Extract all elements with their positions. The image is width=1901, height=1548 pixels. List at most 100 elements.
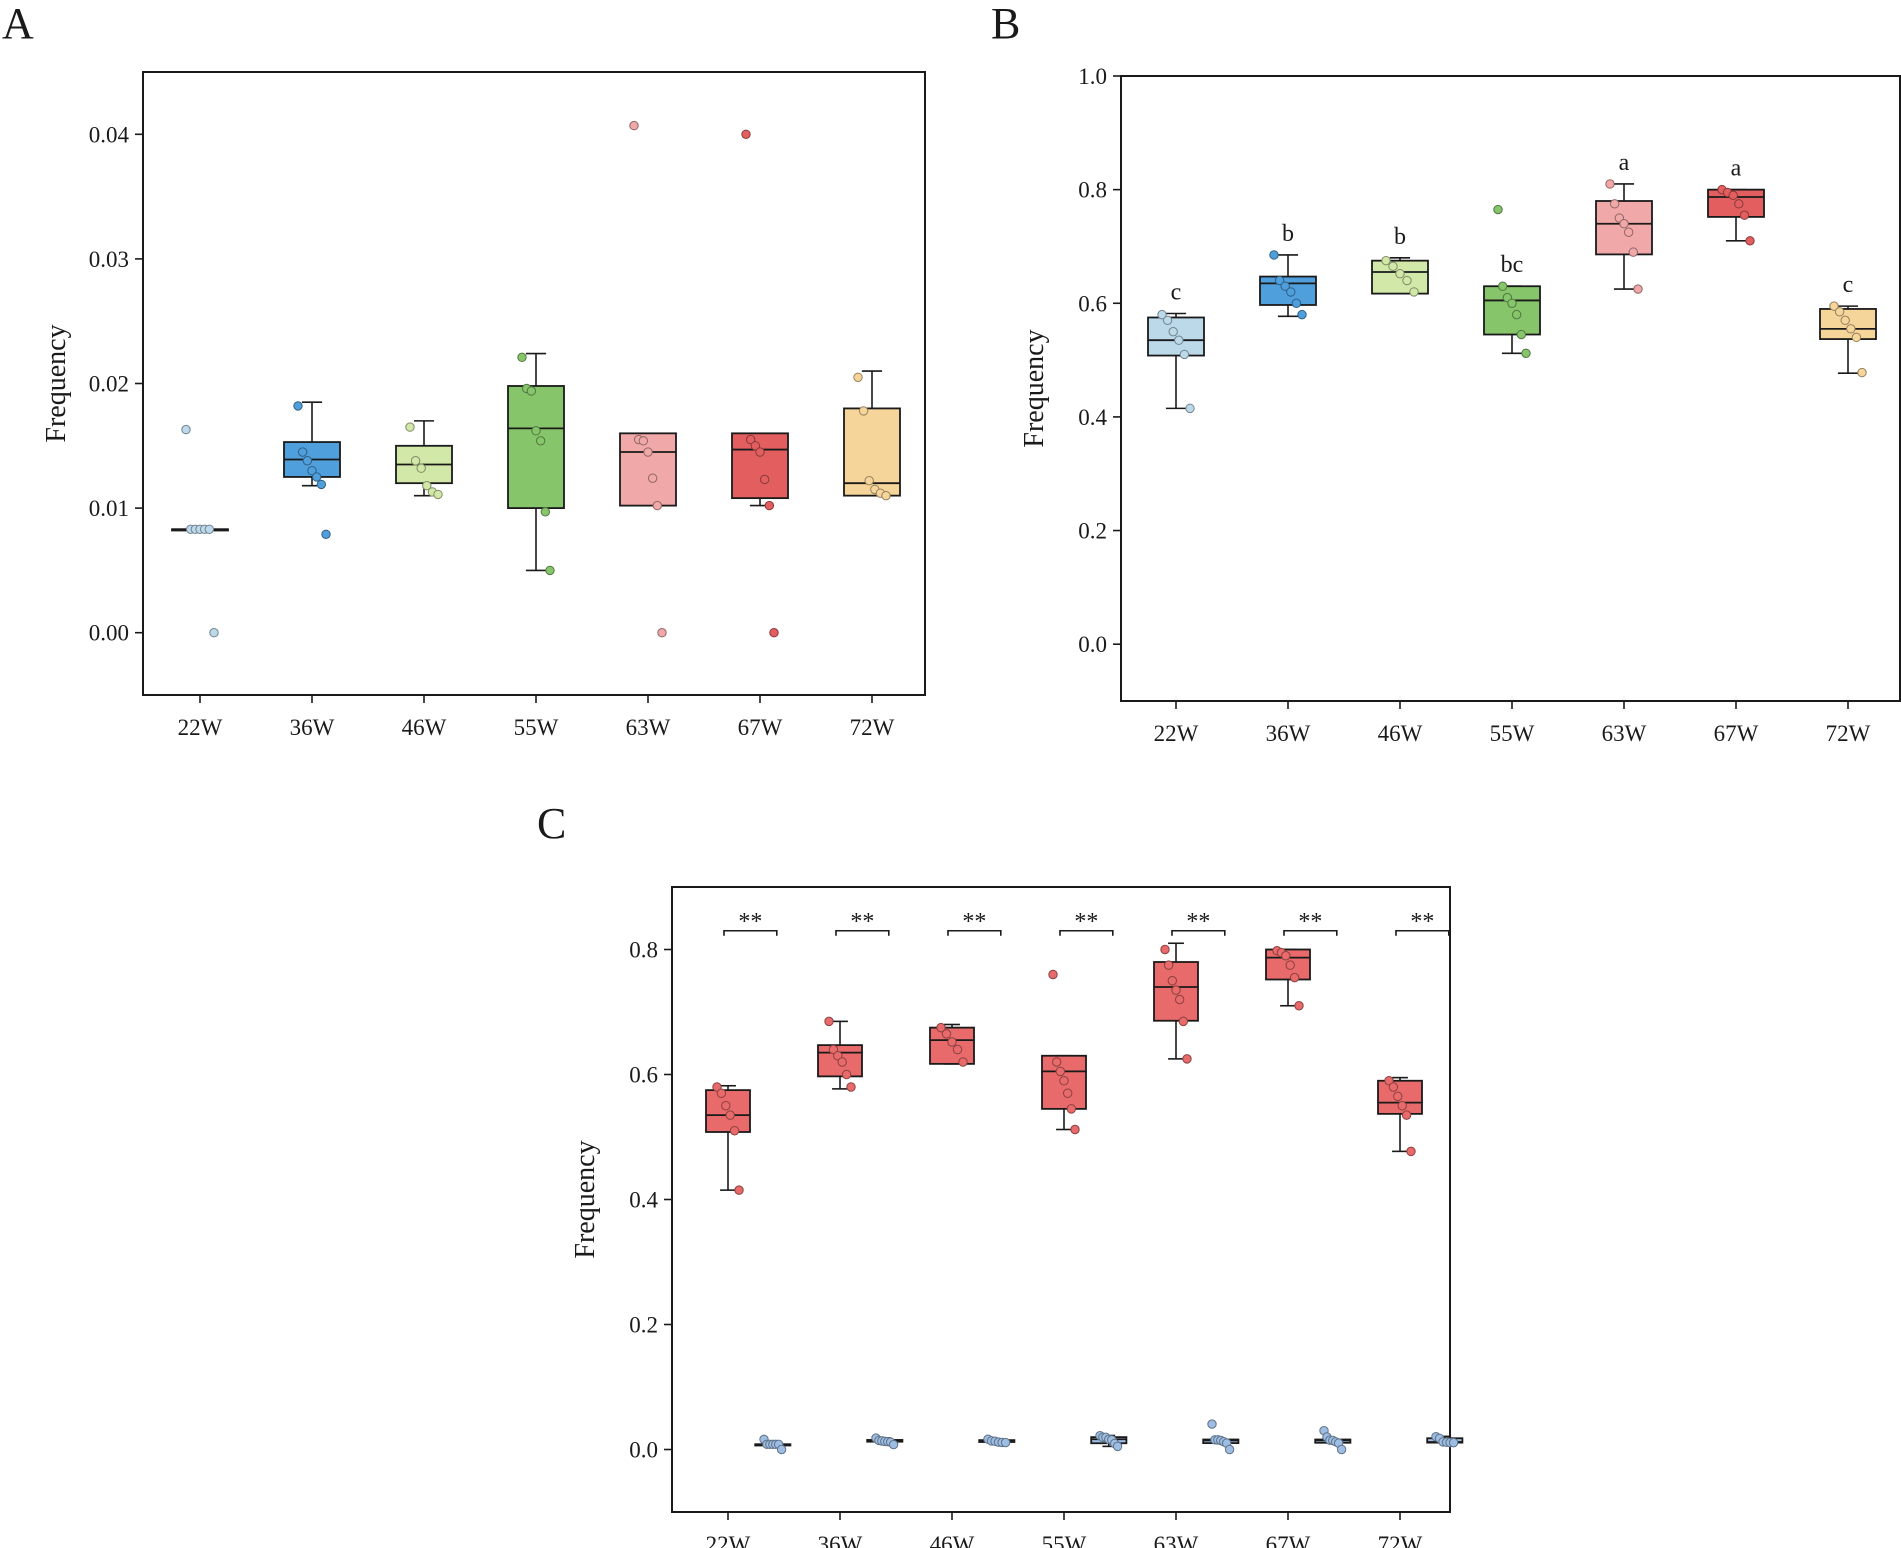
- data-point: [209, 628, 219, 638]
- data-point: [1448, 1437, 1459, 1448]
- x-tick-label: 67W: [738, 715, 783, 740]
- data-point: [535, 436, 546, 446]
- significance-bracket: [1059, 929, 1114, 936]
- data-point: [1516, 329, 1527, 340]
- x-tick-label: 72W: [1826, 721, 1871, 746]
- data-point: [1388, 1082, 1399, 1092]
- plot-frame: [142, 71, 926, 696]
- data-point: [321, 529, 331, 539]
- significance-letter: c: [1171, 280, 1182, 306]
- data-point: [1163, 960, 1174, 970]
- y-tick-label: 0.2: [1078, 519, 1107, 544]
- data-point: [1055, 1066, 1066, 1077]
- y-tick-label: 0.6: [629, 1063, 658, 1088]
- data-point: [1834, 307, 1845, 317]
- x-tick-label: 22W: [706, 1532, 751, 1548]
- data-point: [1605, 179, 1615, 189]
- data-point: [1633, 284, 1643, 294]
- x-tick-label: 72W: [1378, 1532, 1423, 1548]
- data-point: [759, 474, 770, 485]
- x-tick-label: 22W: [1154, 721, 1199, 746]
- data-point: [1397, 1101, 1407, 1111]
- y-tick-label: 0.8: [1078, 178, 1107, 203]
- data-point: [1178, 1016, 1189, 1027]
- data-point: [1174, 994, 1185, 1005]
- panel-letter-c: C: [537, 799, 566, 848]
- data-point: [958, 1057, 968, 1067]
- data-point: [433, 489, 443, 500]
- data-point: [1851, 332, 1862, 343]
- data-point: [824, 1016, 834, 1027]
- y-tick-label: 0.00: [89, 621, 129, 646]
- significance-letter: b: [1282, 221, 1294, 247]
- data-point: [1739, 210, 1750, 220]
- significance-letter: a: [1619, 150, 1630, 176]
- y-tick-label: 0.04: [89, 122, 130, 147]
- significance-label: **: [1074, 909, 1098, 935]
- data-point: [405, 422, 415, 432]
- data-point: [745, 434, 756, 445]
- data-point: [311, 472, 322, 482]
- plot-frame: [1120, 75, 1901, 702]
- data-point: [1381, 255, 1391, 266]
- data-point: [858, 406, 869, 416]
- data-point: [881, 490, 891, 501]
- data-point: [864, 475, 874, 486]
- data-point: [1059, 1076, 1069, 1086]
- data-point: [410, 456, 421, 466]
- data-point: [1829, 301, 1839, 311]
- data-point: [1623, 227, 1634, 237]
- data-point: [1274, 275, 1285, 286]
- data-point: [828, 1044, 839, 1055]
- significance-label: **: [962, 909, 986, 935]
- data-point: [1160, 944, 1170, 955]
- significance-label: **: [1298, 909, 1322, 935]
- y-tick-label: 0.0: [629, 1438, 658, 1463]
- data-point: [1497, 281, 1508, 291]
- data-point: [1734, 199, 1744, 209]
- data-point: [1336, 1444, 1347, 1455]
- data-point: [1728, 190, 1738, 201]
- significance-letter: c: [1843, 272, 1854, 298]
- data-point: [1521, 348, 1531, 358]
- y-tick-label: 0.02: [89, 372, 129, 397]
- data-point: [776, 1444, 787, 1455]
- data-point: [1168, 326, 1178, 337]
- significance-bracket: [947, 929, 1002, 936]
- y-tick-label: 0.6: [1078, 291, 1107, 316]
- data-point: [941, 1029, 952, 1039]
- panel-b-chart: 0.0 0.2 0.4 0.6 0.8 1.0 22W 36W 46W 55W 63W 67W 72W F…: [1019, 64, 1901, 746]
- data-point: [1384, 1076, 1394, 1086]
- data-point: [204, 524, 215, 534]
- x-tick-label: 63W: [1602, 721, 1647, 746]
- data-point: [540, 507, 551, 517]
- data-point: [833, 1051, 843, 1061]
- data-point: [1157, 309, 1167, 320]
- box: [1483, 285, 1541, 336]
- data-point: [1406, 1146, 1416, 1157]
- data-point: [1395, 269, 1405, 279]
- x-tick-label: 55W: [514, 715, 559, 740]
- data-point: [1162, 315, 1173, 326]
- significance-bracket: [723, 929, 778, 936]
- data-point: [725, 1110, 735, 1120]
- data-point: [643, 447, 653, 457]
- data-point: [1745, 236, 1755, 246]
- data-point: [302, 456, 313, 466]
- data-point: [764, 500, 775, 511]
- significance-letter: a: [1731, 156, 1742, 182]
- x-tick-label: 72W: [850, 715, 895, 740]
- data-point: [741, 129, 751, 140]
- y-tick-label: 0.8: [629, 938, 658, 963]
- data-point: [1289, 972, 1300, 983]
- y-tick-label: 0.2: [629, 1313, 658, 1338]
- significance-bracket: [1171, 929, 1226, 936]
- data-point: [846, 1082, 856, 1092]
- box: [1819, 308, 1877, 340]
- data-point: [638, 436, 649, 446]
- data-point: [1401, 1110, 1412, 1120]
- y-tick-label: 0.4: [629, 1188, 658, 1213]
- data-point: [712, 1082, 722, 1092]
- data-point: [1297, 309, 1307, 320]
